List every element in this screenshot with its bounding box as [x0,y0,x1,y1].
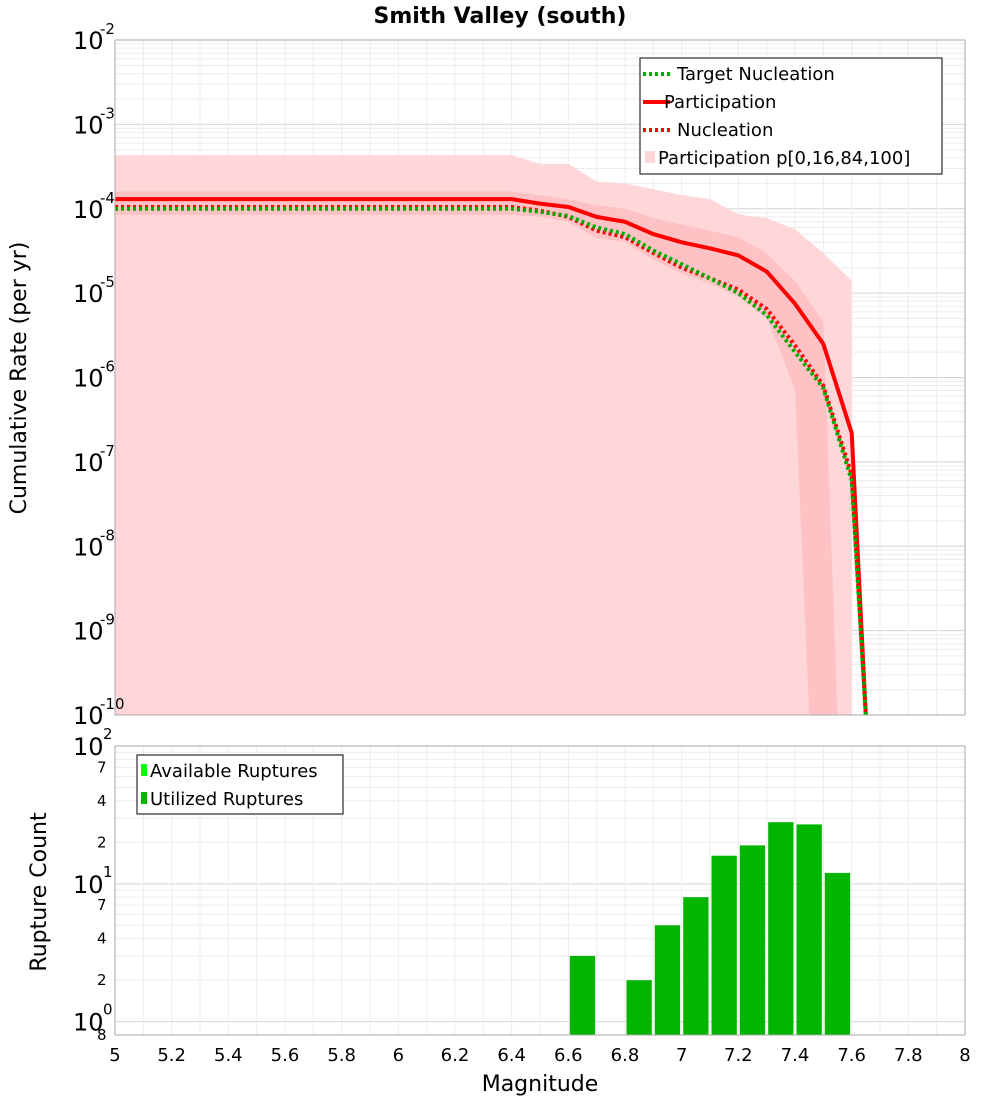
utilized-rupture-bar [569,955,596,1035]
magnitude-x-tick-label: 6.4 [497,1045,526,1066]
magnitude-x-tick-label: 5.8 [327,1045,356,1066]
count-y-minor-tick-label: 4 [97,792,107,810]
rate-y-tick-exponent: -10 [100,695,125,713]
count-y-tick-exponent: 2 [103,725,113,743]
count-y-tick-exponent: 1 [103,863,113,881]
count-plot-frame [114,745,966,1036]
utilized-rupture-bar [683,897,709,1035]
magnitude-x-tick-label: 7.6 [837,1045,866,1066]
count-legend-box [136,754,344,815]
legend-swatch-band [645,151,655,163]
rate-y-tick-label: 10 [73,280,104,308]
rate-y-ticks: 10-210-310-410-510-610-710-810-910-10 [73,20,125,730]
magnitude-x-tick-label: 6.2 [441,1045,470,1066]
magnitude-x-tick-label: 5 [109,1045,120,1066]
count-legend: Available Ruptures Utilized Ruptures [136,754,344,815]
legend-label: Available Ruptures [150,761,318,782]
legend-label: Participation [664,92,776,113]
magnitude-x-ticks: 5 5.2 5.4 5.6 5.8 6 6.2 6.4 6.6 6.8 7 7.2 7.4 7.6 7.8 8 [109,1045,970,1066]
magnitude-x-tick-label: 7 [676,1045,687,1066]
rate-y-axis-label: Cumulative Rate (per yr) [7,242,32,515]
rate-y-tick-exponent: -4 [100,189,115,207]
rate-lines [115,197,868,715]
magnitude-x-tick-label: 5.2 [157,1045,186,1066]
utilized-rupture-bar [796,824,822,1035]
count-y-minor-tick-label: 2 [97,833,107,851]
legend-swatch-bar [141,792,147,804]
legend-label: Participation p[0,16,84,100] [658,148,910,169]
count-y-minor-tick-label: 7 [97,896,107,914]
rate-y-tick-label: 10 [73,702,104,730]
count-y-minor-tick-label: 7 [97,758,107,776]
magnitude-x-axis-label: Magnitude [482,1072,599,1097]
magnitude-x-tick-label: 7.4 [781,1045,810,1066]
utilized-rupture-bar [626,980,652,1035]
participation-outer-band [115,155,852,715]
count-y-axis-label: Rupture Count [27,812,52,972]
count-y-tick-label: 10 [73,871,104,899]
rate-y-tick-exponent: -3 [100,104,115,122]
utilized-rupture-bar [739,845,766,1035]
count-bars [569,822,851,1035]
rate-y-tick-label: 10 [73,449,104,477]
rate-y-tick-label: 10 [73,365,104,393]
utilized-rupture-bar [824,872,851,1035]
series-target-nucleation [115,206,868,715]
legend-swatch-bar [141,764,147,776]
magnitude-x-tick-label: 5.6 [271,1045,300,1066]
count-y-tick-exponent: 0 [103,1001,113,1019]
rate-y-tick-exponent: -5 [100,273,115,291]
rate-bands [115,155,852,715]
rate-y-tick-label: 10 [73,111,104,139]
legend-label: Target Nucleation [676,64,835,85]
count-y-minor-tick-label: 4 [97,930,107,948]
rate-y-tick-label: 10 [73,618,104,646]
rate-y-tick-exponent: -2 [100,20,115,38]
magnitude-x-tick-label: 6 [393,1045,404,1066]
count-y-tick-label: 10 [73,1009,104,1037]
rate-y-tick-label: 10 [73,27,104,55]
utilized-rupture-bar [768,822,794,1035]
count-y-tick-label: 10 [73,733,104,761]
rate-y-tick-exponent: -7 [100,442,115,460]
rate-plot-frame [114,39,966,716]
count-y-minor-tick-label: 2 [97,971,107,989]
rate-y-tick-exponent: -6 [100,358,115,376]
rate-y-tick-label: 10 [73,533,104,561]
magnitude-x-tick-label: 6.6 [554,1045,583,1066]
rate-y-tick-exponent: -9 [100,611,115,629]
magnitude-x-tick-label: 6.8 [611,1045,640,1066]
legend-label: Nucleation [677,120,773,141]
magnitude-x-tick-label: 7.8 [894,1045,923,1066]
magnitude-x-tick-label: 7.2 [724,1045,753,1066]
rate-legend: Target Nucleation Participation Nucleation… [639,57,943,175]
utilized-rupture-bar [711,855,737,1035]
legend-label: Utilized Ruptures [150,789,303,810]
magnitude-x-tick-label: 5.4 [214,1045,243,1066]
magnitude-x-tick-label: 8 [959,1045,970,1066]
utilized-rupture-bar [654,925,681,1035]
rate-y-tick-label: 10 [73,196,104,224]
rate-legend-box [639,57,943,175]
rate-y-tick-exponent: -8 [100,526,115,544]
count-y-minor-tick-label: 8 [97,1026,107,1044]
chart-title: Smith Valley (south) [374,4,627,29]
series-participation [115,197,868,715]
